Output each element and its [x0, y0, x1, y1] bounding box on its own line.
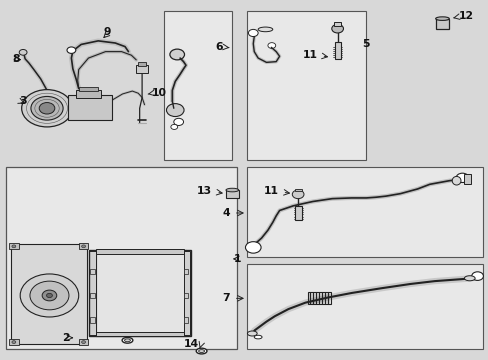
Ellipse shape [464, 276, 474, 281]
Circle shape [170, 125, 177, 130]
Bar [96, 250, 185, 336]
Bar [9, 339, 19, 345]
Circle shape [267, 42, 275, 48]
Bar [294, 206, 301, 220]
Ellipse shape [196, 348, 206, 354]
Bar [90, 317, 95, 323]
Circle shape [21, 90, 72, 127]
Bar [183, 317, 188, 323]
Text: 8: 8 [12, 54, 20, 64]
Bar [11, 244, 87, 344]
Circle shape [471, 272, 483, 280]
Bar [183, 293, 188, 298]
Circle shape [292, 190, 304, 199]
Circle shape [30, 281, 69, 310]
Bar [435, 19, 448, 29]
Text: 14: 14 [184, 339, 199, 349]
Text: 10: 10 [152, 88, 166, 98]
Bar [225, 190, 238, 198]
Text: 3: 3 [19, 96, 27, 106]
Bar [333, 22, 340, 26]
Text: 6: 6 [215, 42, 222, 52]
Text: 2: 2 [62, 333, 70, 343]
Ellipse shape [435, 17, 448, 21]
Circle shape [81, 245, 85, 248]
Bar [294, 189, 301, 192]
Bar [79, 243, 88, 249]
Bar [463, 174, 470, 184]
Bar [246, 12, 366, 160]
Bar [183, 269, 188, 274]
Bar [68, 95, 112, 120]
Circle shape [42, 290, 57, 301]
Bar [89, 250, 190, 336]
Bar [163, 12, 232, 160]
Circle shape [31, 96, 63, 120]
Bar [307, 292, 330, 304]
Text: 12: 12 [458, 12, 473, 22]
Bar [246, 264, 483, 348]
Circle shape [20, 274, 79, 317]
Text: 11: 11 [302, 50, 317, 60]
Bar [334, 41, 340, 59]
Bar [5, 167, 237, 348]
Text: 11: 11 [263, 186, 278, 197]
Circle shape [245, 242, 261, 253]
Bar [246, 167, 483, 257]
Circle shape [46, 293, 52, 298]
Circle shape [166, 104, 183, 117]
Bar [183, 251, 190, 335]
Bar [96, 249, 183, 253]
Bar [9, 243, 19, 249]
Ellipse shape [124, 339, 130, 342]
Bar [79, 339, 88, 345]
Circle shape [67, 47, 76, 53]
Circle shape [12, 245, 16, 248]
Circle shape [19, 49, 27, 55]
Ellipse shape [254, 335, 262, 339]
Bar [89, 251, 96, 335]
Bar [138, 62, 146, 66]
Circle shape [39, 103, 55, 114]
Bar [76, 90, 101, 98]
Bar [79, 87, 98, 91]
Ellipse shape [451, 176, 460, 185]
Circle shape [331, 24, 343, 33]
Ellipse shape [122, 337, 133, 343]
Ellipse shape [198, 350, 204, 352]
Circle shape [455, 173, 468, 183]
Text: 13: 13 [197, 186, 212, 197]
Circle shape [173, 118, 183, 126]
Text: 5: 5 [361, 40, 368, 49]
Bar [90, 293, 95, 298]
Circle shape [248, 30, 258, 37]
Bar [136, 65, 148, 73]
Bar [90, 269, 95, 274]
Text: 9: 9 [103, 27, 110, 37]
Circle shape [169, 49, 184, 60]
Ellipse shape [247, 331, 257, 336]
Text: 1: 1 [233, 254, 241, 264]
Text: 7: 7 [222, 293, 229, 303]
Circle shape [81, 341, 85, 343]
Ellipse shape [258, 27, 272, 32]
Circle shape [12, 341, 16, 343]
Text: 4: 4 [222, 208, 229, 218]
Bar [96, 332, 183, 336]
Ellipse shape [225, 188, 238, 192]
